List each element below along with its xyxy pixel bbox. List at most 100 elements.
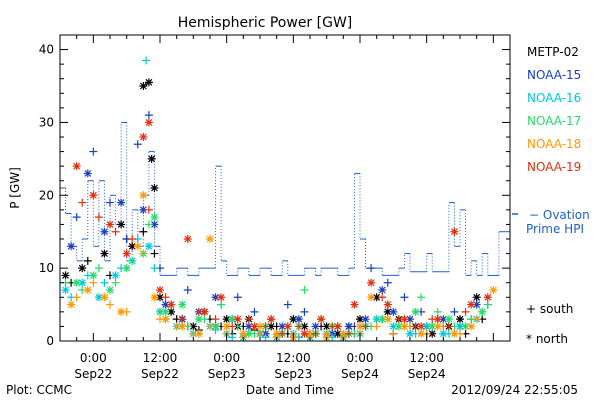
data-point-north	[89, 271, 98, 280]
data-point-north	[300, 329, 309, 338]
data-point-north	[89, 191, 98, 200]
data-point-north	[378, 286, 387, 294]
data-point-north	[450, 227, 459, 236]
data-point-south	[89, 147, 98, 156]
data-point-north	[128, 242, 137, 251]
data-point-north	[422, 322, 431, 331]
data-point-north	[456, 315, 464, 324]
x-tick-time-label: 12:00	[409, 351, 444, 365]
data-point-north	[133, 242, 142, 251]
data-point-north	[139, 205, 148, 214]
data-point-north	[94, 293, 103, 302]
y-tick-label: 30	[39, 115, 54, 129]
data-point-south	[228, 333, 237, 342]
y-tick-label: 0	[46, 334, 54, 348]
data-point-north	[233, 315, 242, 324]
data-point-south	[128, 256, 137, 265]
data-point-south	[178, 315, 187, 324]
data-point-north	[356, 322, 364, 331]
data-point-north	[417, 329, 426, 338]
data-point-south	[139, 227, 148, 236]
legend: METP-02 NOAA-15 NOAA-16 NOAA-17 NOAA-18 NOAA-…	[527, 45, 581, 174]
south-legend: + south	[526, 302, 573, 316]
chart-title: Hemispheric Power [GW]	[178, 15, 353, 31]
data-point-north	[222, 315, 231, 324]
data-point-north	[306, 329, 314, 338]
data-point-south	[361, 322, 370, 331]
data-point-north	[322, 322, 331, 331]
x-tick-time-label: 12:00	[276, 351, 311, 365]
x-tick-time-label: 0:00	[347, 351, 374, 365]
data-point-north	[444, 315, 453, 324]
data-point-north	[194, 329, 203, 338]
data-point-south	[294, 322, 303, 331]
data-point-north	[367, 293, 376, 302]
data-point-north	[478, 307, 487, 316]
data-point-north	[61, 271, 70, 280]
data-point-south	[228, 322, 237, 331]
data-point-north	[111, 271, 120, 280]
data-point-north	[100, 293, 109, 302]
data-point-north	[289, 315, 298, 324]
data-point-north	[400, 322, 409, 331]
data-point-north	[228, 315, 237, 324]
data-point-north	[383, 315, 392, 324]
x-tick-date-label: Sep23	[274, 367, 312, 381]
data-point-north	[406, 315, 414, 324]
data-point-north	[144, 78, 153, 87]
data-point-south	[300, 307, 309, 316]
data-point-north	[311, 322, 320, 331]
data-point-south	[433, 307, 442, 316]
data-point-south	[94, 213, 103, 222]
data-point-north	[106, 286, 114, 294]
data-point-north	[472, 293, 481, 302]
y-tick-label: 40	[39, 43, 54, 57]
data-point-south	[78, 198, 87, 207]
data-point-north	[283, 322, 292, 331]
data-point-north	[178, 322, 187, 331]
data-point-north	[117, 220, 126, 229]
data-point-south	[183, 286, 192, 294]
data-point-north	[83, 169, 92, 178]
data-point-north	[200, 307, 209, 316]
data-point-north	[411, 307, 420, 316]
data-point-south	[483, 300, 492, 309]
data-point-south	[144, 220, 153, 229]
data-point-north	[150, 293, 159, 302]
data-point-north	[433, 315, 442, 324]
data-point-south	[450, 307, 459, 316]
data-point-north	[194, 315, 203, 324]
data-point-south	[128, 235, 137, 243]
data-point-north	[167, 307, 176, 316]
data-point-south	[261, 322, 270, 331]
data-point-north	[372, 315, 381, 324]
data-point-south	[461, 307, 470, 316]
data-point-south	[106, 300, 114, 309]
data-point-north	[122, 264, 131, 273]
data-point-south	[106, 198, 114, 207]
data-point-south	[444, 322, 453, 331]
data-point-north	[400, 315, 409, 324]
data-point-north	[467, 300, 476, 309]
data-point-north	[294, 315, 303, 324]
data-point-north	[461, 322, 470, 331]
data-point-north	[356, 315, 364, 324]
data-point-south	[472, 315, 481, 324]
legend-entry: METP-02	[527, 45, 579, 59]
x-tick-time-label: 0:00	[213, 351, 240, 365]
data-point-south	[144, 205, 153, 214]
data-point-north	[267, 315, 276, 324]
x-axis: 0:00 Sep22 12:00 Sep22 0:00 Sep23 12:00 Sep23 0:…	[59, 35, 511, 381]
data-point-north	[344, 322, 353, 331]
data-point-north	[117, 198, 126, 207]
data-point-north	[61, 286, 70, 294]
data-point-north	[161, 307, 170, 316]
data-point-north	[472, 300, 481, 309]
data-point-south	[72, 293, 81, 302]
plot-timestamp: 2012/09/24 22:55:05	[451, 383, 578, 397]
data-point-north	[67, 242, 76, 251]
x-tick-date-label: Sep22	[74, 367, 112, 381]
data-point-south	[111, 278, 120, 287]
data-point-north	[456, 322, 464, 331]
